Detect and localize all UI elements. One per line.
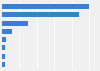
Bar bbox=[2, 4, 89, 9]
Bar bbox=[2, 21, 28, 26]
Bar bbox=[2, 29, 12, 34]
Bar bbox=[2, 62, 5, 67]
Bar bbox=[2, 54, 6, 59]
Bar bbox=[2, 37, 6, 42]
Bar bbox=[2, 45, 6, 50]
Bar bbox=[2, 12, 79, 17]
